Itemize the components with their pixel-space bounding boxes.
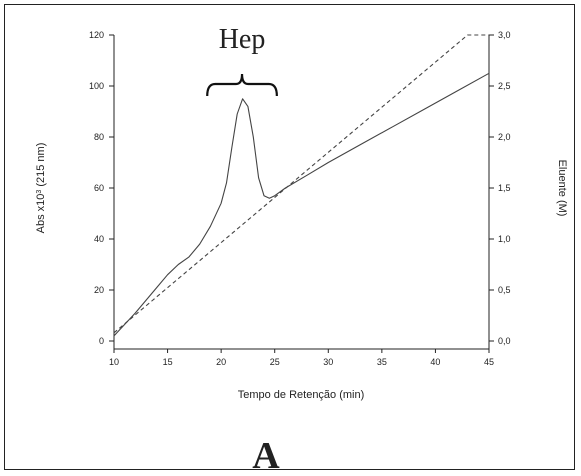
- y-left-tick-label: 40: [94, 234, 104, 244]
- eluent-gradient-line: [113, 34, 489, 334]
- annotation-group: Hep: [206, 24, 278, 97]
- x-tick-label: 25: [270, 357, 280, 367]
- y-right-tick-label: 3,0: [498, 30, 511, 40]
- x-tick-label: 10: [109, 357, 119, 367]
- x-tick-label: 40: [430, 357, 440, 367]
- hep-brace: [206, 73, 278, 97]
- y-left-axis-label: Abs x103 (215 nm): [35, 143, 47, 234]
- y-left-tick-label: 100: [89, 81, 104, 91]
- x-tick-label: 30: [323, 357, 333, 367]
- y-left-label-unit: (215 nm): [35, 143, 47, 190]
- x-tick-label: 15: [163, 357, 173, 367]
- x-axis-label: Tempo de Retenção (min): [238, 389, 365, 401]
- y-right-tick-label: 2,5: [498, 81, 511, 91]
- series-group: [113, 34, 490, 337]
- y-left-tick-label: 0: [99, 336, 104, 346]
- x-tick-label: 20: [216, 357, 226, 367]
- x-tick-label: 45: [484, 357, 494, 367]
- panel-label: A: [252, 435, 280, 476]
- y-right-tick-label: 0,0: [498, 336, 511, 346]
- figure-frame: [4, 4, 575, 470]
- y-right-axis-label: Eluente (M): [556, 160, 568, 217]
- y-left-label-sup: 3: [36, 190, 43, 194]
- absorbance-line: [113, 72, 490, 337]
- axes-group: 10 15 20 25 30 35 40 45 0 20 40 60 80 100 120 0,0 0,5 1,0…: [89, 30, 511, 367]
- y-left-tick-label: 120: [89, 30, 104, 40]
- hep-annotation-label: Hep: [219, 24, 266, 55]
- y-right-tick-label: 2,0: [498, 132, 511, 142]
- y-left-tick-label: 80: [94, 132, 104, 142]
- y-left-label-main: Abs x10: [35, 194, 47, 234]
- x-tick-label: 35: [377, 357, 387, 367]
- y-right-tick-label: 1,0: [498, 234, 511, 244]
- y-right-tick-label: 1,5: [498, 183, 511, 193]
- y-right-tick-label: 0,5: [498, 285, 511, 295]
- y-left-tick-label: 20: [94, 285, 104, 295]
- y-left-tick-label: 60: [94, 183, 104, 193]
